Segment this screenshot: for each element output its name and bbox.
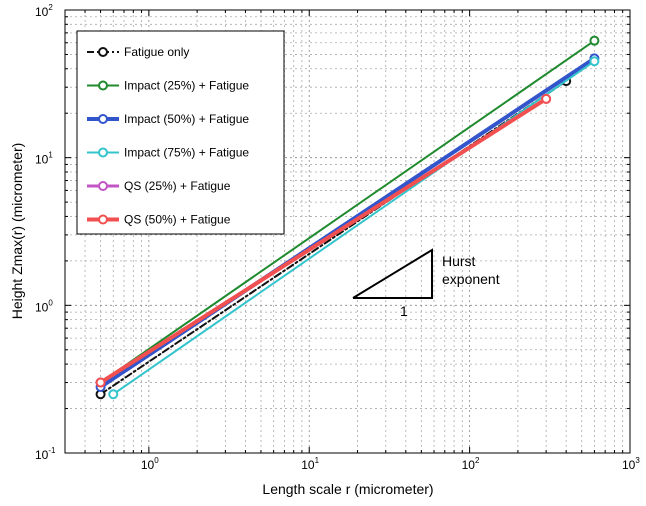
hurst-run-label: 1 xyxy=(400,303,408,319)
hurst-label-line2: exponent xyxy=(442,271,500,287)
y-tick-label: 100 xyxy=(35,298,53,314)
series-point-4 xyxy=(589,56,600,67)
y-axis-title: Height Zmax(r) (micrometer) xyxy=(9,143,25,320)
hurst-exponent-annotation: Hurst exponent 1 xyxy=(352,248,500,319)
legend-label-1: Fatigue only xyxy=(124,45,189,59)
legend-marker-5 xyxy=(98,181,108,191)
series-line-4 xyxy=(112,60,596,396)
legend-marker-4 xyxy=(98,147,108,158)
legend-marker-1 xyxy=(98,47,108,57)
series-point-2 xyxy=(589,35,600,46)
legend-label-5: QS (25%) + Fatigue xyxy=(124,179,231,193)
legend-marker-2 xyxy=(98,80,108,91)
hurst-triangle xyxy=(352,248,433,299)
series-line-6 xyxy=(98,96,549,385)
y-tick-label: 10-1 xyxy=(35,446,56,462)
legend: Fatigue only Impact (25%) + Fatigue Impact… xyxy=(76,30,285,235)
x-tick-label: 102 xyxy=(462,456,480,472)
legend-label-6: QS (50%) + Fatigue xyxy=(124,213,231,227)
legend-marker-6 xyxy=(98,214,108,225)
legend-label-2: Impact (25%) + Fatigue xyxy=(124,79,249,93)
x-axis-title: Length scale r (micrometer) xyxy=(262,481,433,497)
plot-frame xyxy=(64,9,631,454)
series-line-2 xyxy=(99,39,596,384)
series-group xyxy=(95,35,600,400)
y-tick-label: 102 xyxy=(35,3,53,19)
legend-marker-3 xyxy=(98,114,108,124)
legend-label-3: Impact (50%) + Fatigue xyxy=(124,112,249,126)
x-tick-label: 100 xyxy=(141,456,159,472)
series-point-6 xyxy=(541,93,552,104)
legend-box xyxy=(76,30,285,235)
legend-label-4: Impact (75%) + Fatigue xyxy=(124,146,249,160)
x-tick-label: 103 xyxy=(622,456,640,472)
hurst-label-line1: Hurst xyxy=(442,253,476,269)
series-point-6 xyxy=(95,377,106,388)
y-tick-label: 101 xyxy=(35,151,53,167)
x-tick-label: 101 xyxy=(301,456,319,472)
series-point-4 xyxy=(108,389,119,400)
